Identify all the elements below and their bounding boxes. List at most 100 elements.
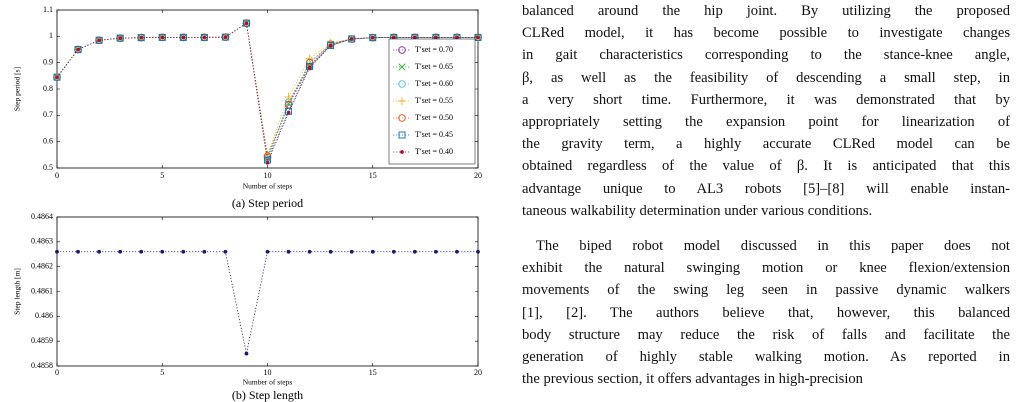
x-tick-label: 0 <box>55 171 59 180</box>
series-line <box>57 251 478 354</box>
marker <box>244 21 249 26</box>
text-line: [1], [2]. The authors believe that, howe… <box>522 304 1010 321</box>
y-axis-label: Step length [m] <box>13 268 22 315</box>
marker <box>476 35 480 40</box>
marker <box>76 249 80 254</box>
marker <box>265 160 270 165</box>
marker <box>160 35 165 40</box>
legend-label: T′set = 0.55 <box>415 96 453 105</box>
y-tick-label: 0.5 <box>43 163 53 172</box>
marker <box>349 37 354 41</box>
marker <box>391 35 396 40</box>
marker <box>398 63 406 71</box>
legend-box <box>388 38 476 165</box>
plot-frame <box>56 216 479 367</box>
x-tick-label: 20 <box>474 171 482 180</box>
marker <box>55 249 59 254</box>
text-line: obtained regardless of the value of β. I… <box>522 158 1010 175</box>
marker <box>412 249 417 254</box>
paragraph: The biped robot model discussed in this … <box>522 235 1010 390</box>
marker <box>284 99 293 108</box>
legend-label: T′set = 0.50 <box>415 113 453 122</box>
marker <box>76 47 80 52</box>
legend-label: T′set = 0.70 <box>415 45 453 54</box>
y-tick-label: 0.486 <box>35 311 53 320</box>
marker <box>391 249 396 254</box>
marker <box>307 249 312 254</box>
x-tick-label: 20 <box>474 368 482 377</box>
y-tick-label: 1 <box>49 31 53 40</box>
text-line: CLRed model, it has become possible to i… <box>522 25 1010 42</box>
text-line: β, as well as the feasibility of descend… <box>522 69 1010 86</box>
marker <box>223 35 228 40</box>
marker <box>202 35 207 40</box>
y-tick-label: 1.1 <box>43 5 53 14</box>
text-line: taneous walkability determination under … <box>522 202 873 219</box>
marker <box>398 97 406 105</box>
marker <box>223 249 228 254</box>
y-tick-label: 0.4863 <box>31 237 53 246</box>
x-tick-label: 10 <box>264 171 272 180</box>
marker <box>328 249 333 254</box>
marker <box>242 19 250 27</box>
marker <box>398 80 406 88</box>
y-tick-label: 0.9 <box>43 57 53 66</box>
y-tick-label: 0.6 <box>43 136 53 145</box>
marker <box>265 249 270 254</box>
marker <box>53 73 61 81</box>
marker <box>370 249 375 254</box>
x-tick-label: 0 <box>55 368 59 377</box>
x-tick-label: 15 <box>369 171 377 180</box>
marker <box>476 249 480 254</box>
marker <box>327 42 335 49</box>
marker <box>455 35 459 40</box>
marker <box>181 35 186 40</box>
caption: (a) Step period <box>232 196 303 210</box>
legend-label: T′set = 0.40 <box>415 147 453 156</box>
y-tick-label: 0.4861 <box>31 286 53 295</box>
text-line: balanced around the hip joint. By utiliz… <box>522 3 1010 19</box>
paragraph: balanced around the hip joint. By utiliz… <box>522 0 1010 222</box>
y-tick-label: 0.4858 <box>31 361 53 370</box>
marker <box>97 38 101 43</box>
marker <box>202 249 207 254</box>
marker <box>286 249 291 254</box>
text-line: The biped robot model discussed in this … <box>536 238 1010 255</box>
text-line: a very short time. Furthermore, it was d… <box>522 91 1010 108</box>
marker <box>305 58 314 67</box>
marker <box>370 35 375 40</box>
y-tick-label: 0.4862 <box>31 261 53 270</box>
y-tick-label: 0.4859 <box>31 336 53 345</box>
marker <box>434 35 438 40</box>
text-line: exhibit the natural swinging motion or k… <box>522 260 1010 277</box>
x-axis-label: Number of steps <box>243 378 293 387</box>
legend-label: T′set = 0.65 <box>415 62 453 71</box>
marker <box>305 54 314 63</box>
y-tick-label: 0.4864 <box>31 212 53 221</box>
marker <box>118 36 123 41</box>
marker <box>181 249 186 254</box>
marker <box>412 35 417 40</box>
marker <box>398 131 406 139</box>
text-line: movements of the swing leg seen in passi… <box>522 282 1010 299</box>
marker <box>160 249 165 254</box>
figure: 0.5 0.6 0.7 0.8 0.9 1 1.1 0 5 10 15 20 Number of ste… <box>13 5 482 402</box>
text-line: advantage unique to AL3 robots [5]–[8] w… <box>522 180 1010 197</box>
marker <box>328 43 333 48</box>
y-tick-label: 0.8 <box>43 84 53 93</box>
x-tick-label: 5 <box>160 368 164 377</box>
text-line: the gravity term, a highly accurate CLRe… <box>522 136 1010 153</box>
y-tick-label: 0.7 <box>43 110 53 119</box>
x-axis-label: Number of steps <box>243 182 293 191</box>
marker <box>55 75 59 80</box>
marker <box>97 249 101 254</box>
x-tick-label: 15 <box>369 368 377 377</box>
legend-label: T′set = 0.45 <box>415 130 453 139</box>
x-tick-label: 5 <box>160 171 164 180</box>
marker <box>398 114 406 122</box>
marker <box>434 249 438 254</box>
legend-label: T′set = 0.60 <box>415 79 453 88</box>
text-line: appropriately setting the expansion poin… <box>522 114 1010 131</box>
text-column: balanced around the hip joint. By utiliz… <box>522 0 1010 402</box>
